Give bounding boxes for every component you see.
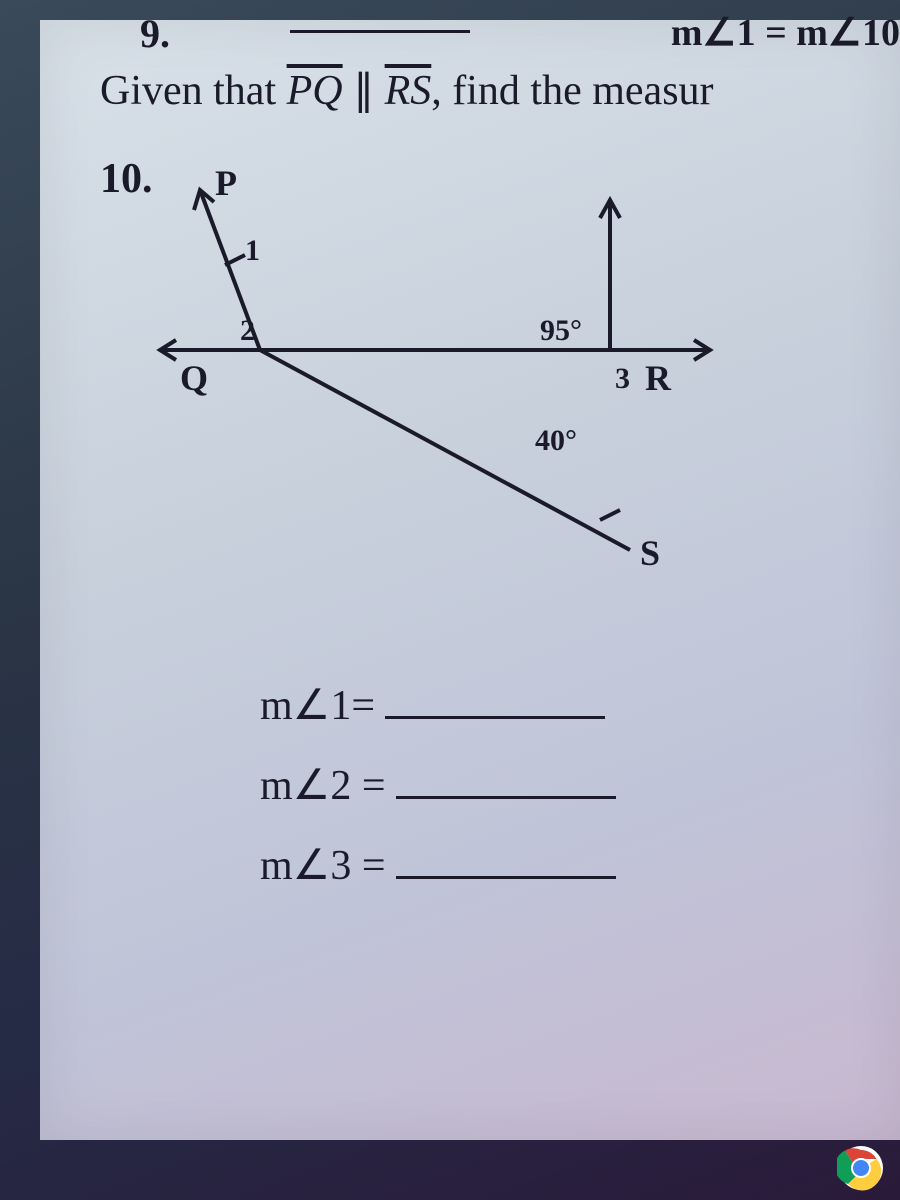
answer-blanks: m∠1= m∠2 = m∠3 = [260,680,616,920]
problem-9-number: 9. [140,10,170,57]
segment-pq: PQ [287,68,343,114]
angle-40: 40° [535,424,577,457]
angle-3: 3 [615,362,630,395]
geometry-diagram: P Q R S 1 2 95° 3 40° [140,170,760,590]
chrome-icon[interactable] [837,1144,885,1192]
label-s: S [640,533,660,573]
angle-2: 2 [240,314,255,347]
problem-9-blank [290,30,470,33]
instr-suffix: , find the measur [431,68,713,114]
angle-1: 1 [245,234,260,267]
parallel-symbol: ∥ [343,68,385,114]
answer-row-3: m∠3 = [260,840,616,890]
segment-rs: RS [385,68,432,114]
m-angle-3-label: m∠3 = [260,843,386,889]
top-right-fragment: m∠1 = m∠10 [671,10,900,55]
label-r: R [645,358,672,398]
angle-95: 95° [540,314,582,347]
instr-prefix: Given that [100,68,287,114]
blank-1 [385,716,605,719]
answer-row-1: m∠1= [260,680,616,730]
m-angle-1-label: m∠1= [260,683,375,729]
answer-row-2: m∠2 = [260,760,616,810]
label-q: Q [180,358,208,398]
worksheet-paper: 9. m∠1 = m∠10 Given that PQ ∥ RS, find t… [40,20,900,1140]
m-angle-2-label: m∠2 = [260,763,386,809]
label-p: P [215,170,237,203]
blank-3 [396,876,616,879]
instruction-text: Given that PQ ∥ RS, find the measur [100,65,714,115]
tick-rs [600,510,620,520]
blank-2 [396,796,616,799]
